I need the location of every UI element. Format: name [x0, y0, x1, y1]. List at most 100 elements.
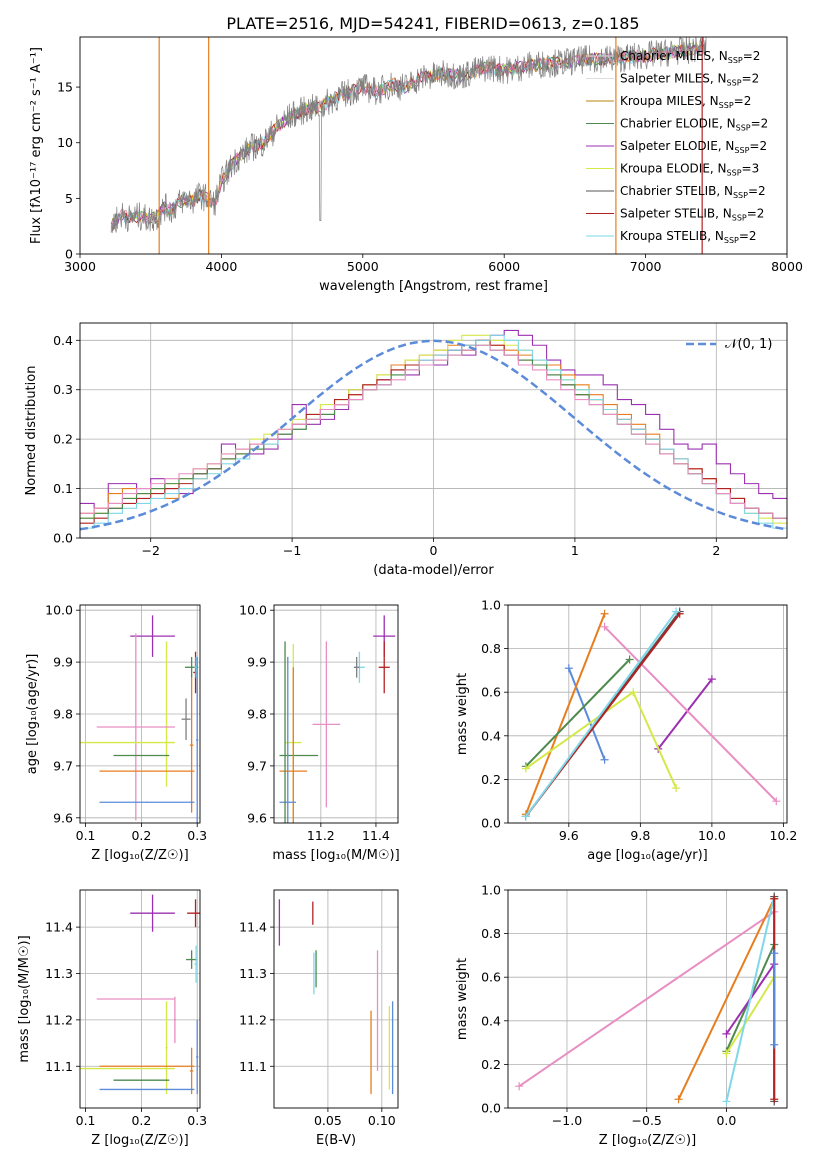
data-point-marker [629, 688, 638, 697]
y-tick-label: 11.3 [239, 966, 267, 981]
data-point-marker [770, 1095, 779, 1104]
legend-entry: Salpeter STELIB, NSSP=2 [620, 207, 764, 223]
y-tick-label: 9.9 [53, 655, 73, 670]
x-tick-label: 8000 [771, 259, 803, 274]
y-tick-label: 15 [57, 80, 73, 95]
x-tick-label: −0.5 [632, 1113, 662, 1128]
series-line [725, 896, 776, 1102]
y-tick-label: 0.1 [53, 481, 73, 496]
data-point-marker [600, 609, 609, 618]
y-tick-label: 0.4 [481, 728, 501, 743]
x-tick-label: −2 [141, 543, 159, 558]
x-tick-label: 6000 [488, 259, 520, 274]
y-tick-label: 11.3 [45, 966, 73, 981]
y-tick-label: 10.0 [45, 603, 73, 618]
y-tick-label: 0.2 [53, 432, 73, 447]
legend-entry: Salpeter ELODIE, NSSP=2 [620, 139, 767, 155]
data-point-marker [515, 1082, 524, 1091]
x-tick-label: 9.8 [630, 828, 650, 843]
data-point-marker [770, 949, 779, 958]
series-line [677, 898, 776, 1100]
panel-z_weight: −1.0 −0.5 0.0 0.0 0.2 0.4 0.6 0.8 1.0 Z [log₁₀(Z/… [455, 883, 788, 1148]
y-axis-label: mass weight [455, 673, 470, 755]
series-line [525, 658, 631, 767]
series-line [567, 667, 606, 761]
x-axis-label: (data-model)/error [373, 563, 494, 578]
axes-frame [79, 36, 788, 255]
legend-entry: 𝒩(0, 1) [725, 337, 772, 352]
y-axis-label: Flux [fλ10⁻¹⁷ erg cm⁻² s⁻¹ A⁻¹] [29, 47, 44, 244]
series-line [603, 626, 778, 802]
axes-frame [273, 889, 399, 1109]
panel-mass_age: 11.2 11.4 9.6 9.7 9.8 9.9 10.0 mass [log₁₀(M/M☉… [239, 603, 400, 863]
y-tick-label: 0.3 [53, 382, 73, 397]
y-tick-label: 9.8 [53, 707, 73, 722]
panel-ebv_mass: 0.05 0.10 11.1 11.2 11.3 11.4 E(B-V) [239, 889, 399, 1148]
data-point-marker [722, 1097, 731, 1106]
x-tick-label: 7000 [630, 259, 662, 274]
data-point-marker [564, 664, 573, 673]
y-axis-label: mass weight [455, 958, 470, 1040]
x-axis-label: Z [log₁₀(Z/Z☉)] [91, 848, 188, 863]
data-point-marker [521, 812, 530, 821]
axes-frame [79, 322, 788, 539]
gaussian-curve [79, 339, 788, 531]
x-tick-label: 3000 [64, 259, 96, 274]
x-axis-label: Z [log₁₀(Z/Z☉)] [91, 1133, 188, 1148]
x-axis-label: mass [log₁₀(M/M☉)] [272, 848, 399, 863]
y-tick-label: 5 [65, 191, 73, 206]
x-tick-label: 0.2 [131, 1113, 151, 1128]
x-tick-label: 11.4 [362, 828, 390, 843]
panel-z_mass: 0.1 0.2 0.3 11.1 11.2 11.3 11.4 Z [log₁₀(Z/Z☉)]… [17, 889, 207, 1148]
data-point-marker [722, 1029, 731, 1038]
histogram-step [80, 344, 787, 519]
series-line [525, 610, 677, 818]
x-axis-label: wavelength [Angstrom, rest frame] [319, 279, 548, 294]
x-tick-label: 0.1 [76, 1113, 96, 1128]
panel-z_age: 0.1 0.2 0.3 9.6 9.7 9.8 9.9 10.0 Z [log₁₀(Z/Z☉)]… [25, 603, 207, 863]
histogram-step [80, 334, 787, 529]
legend-entry: Kroupa ELODIE, NSSP=3 [620, 162, 759, 178]
data-point-marker [770, 894, 779, 903]
panel-spectrum: 3000 4000 5000 6000 7000 8000 0 5 10 15 wavelength… [29, 36, 803, 294]
legend-entry: Chabrier MILES, NSSP=2 [620, 49, 760, 65]
x-tick-label: 0.05 [314, 1113, 342, 1128]
figure-title: PLATE=2516, MJD=54241, FIBERID=0613, z=0… [226, 14, 639, 33]
y-tick-label: 9.7 [53, 758, 73, 773]
y-tick-label: 1.0 [481, 598, 501, 613]
axes-frame [507, 889, 788, 1109]
legend-entry: Kroupa STELIB, NSSP=2 [620, 229, 757, 245]
y-tick-label: 0.2 [481, 1057, 501, 1072]
data-point-marker [672, 607, 681, 616]
legend-entry: Kroupa MILES, NSSP=2 [620, 94, 751, 110]
axes-frame [273, 604, 399, 824]
y-tick-label: 11.4 [45, 920, 73, 935]
data-point-marker [707, 675, 716, 684]
x-tick-label: 4000 [205, 259, 237, 274]
y-tick-label: 10 [57, 135, 73, 150]
x-tick-label: −1.0 [552, 1113, 582, 1128]
panel-age_weight: 9.6 9.8 10.0 10.2 0.0 0.2 0.4 0.6 0.8 1.0 age [log… [455, 598, 797, 864]
x-tick-label: 0.0 [716, 1113, 736, 1128]
y-tick-label: 11.2 [45, 1012, 73, 1027]
y-tick-label: 11.2 [239, 1012, 267, 1027]
legend-entry: Chabrier ELODIE, NSSP=2 [620, 117, 768, 133]
data-point-marker [674, 1095, 683, 1104]
x-tick-label: 5000 [347, 259, 379, 274]
y-tick-label: 0.0 [481, 1101, 501, 1116]
x-tick-label: 0.3 [187, 1113, 207, 1128]
data-point-marker [672, 784, 681, 793]
x-tick-label: 0 [430, 543, 438, 558]
y-tick-label: 11.1 [45, 1059, 73, 1074]
x-axis-label: age [log₁₀(age/yr)] [587, 848, 708, 863]
series-line [725, 976, 776, 1055]
x-tick-label: 2 [712, 543, 720, 558]
data-point-marker [625, 655, 634, 664]
y-tick-label: 9.6 [53, 810, 73, 825]
y-tick-label: 9.6 [247, 810, 267, 825]
x-tick-label: 0.2 [131, 828, 151, 843]
x-tick-label: 10.0 [698, 828, 726, 843]
observed-spectrum-line [111, 37, 707, 234]
data-point-marker [600, 622, 609, 631]
